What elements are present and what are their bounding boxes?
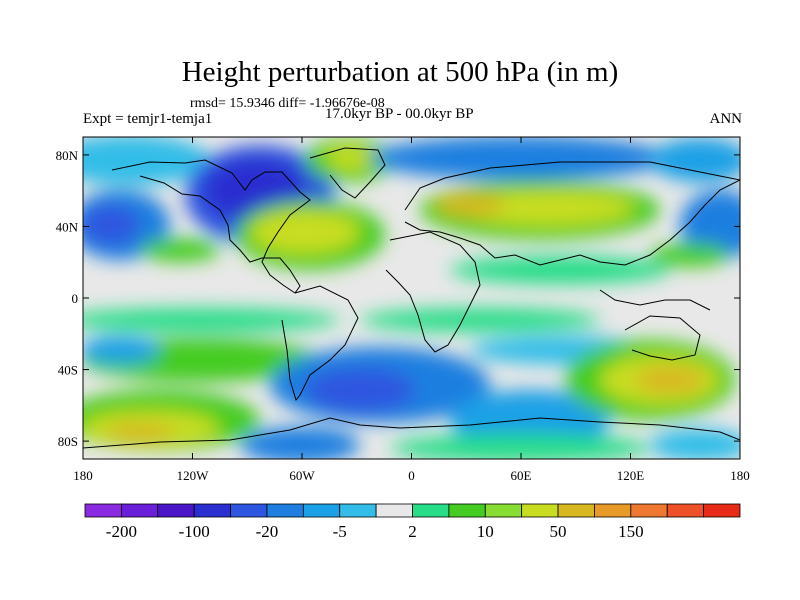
colorbar-label: -100 [179,522,210,541]
y-axis-ticks: 80N 40N 0 40S 80S [56,148,740,449]
coast-maritime-continent [599,289,711,311]
colorbar-swatch [557,503,595,518]
coast-australia [624,315,701,361]
field-blob [140,238,220,262]
colorbar-swatch [266,503,304,518]
y-tick-label: 80N [56,148,79,163]
field-blob [680,190,740,260]
colorbar-swatch [412,503,450,518]
colorbar-swatch [630,503,668,518]
field-blob [105,423,175,441]
coast-eurasia [404,161,740,266]
field-blob [83,137,210,185]
x-tick-label: 120W [177,468,210,483]
colorbar-swatch [448,503,486,518]
field-blob [450,256,670,284]
coast-africa [385,231,481,353]
y-tick-label: 0 [72,291,79,306]
field-blob [325,146,375,170]
field-blob [250,210,360,254]
coastlines [83,147,740,449]
colorbar-label: 50 [550,522,567,541]
coast-south-america [281,285,359,402]
x-tick-label: 180 [730,468,750,483]
colorbar-swatch [703,503,741,518]
field-blob [83,308,340,332]
colorbar-swatch [521,503,559,518]
coast-greenland [309,147,386,199]
colorbar-swatch [375,503,413,518]
colorbar-swatch [594,503,632,518]
x-tick-label: 120E [617,468,645,483]
map-title: Height perturbation at 500 hPa (in m) [181,56,619,88]
colorbar-swatch [339,503,377,518]
field-blob [305,368,415,412]
field-blob [650,138,740,182]
colorbar-swatch [666,503,705,518]
colorbar-swatch [157,503,195,518]
x-tick-label: 60E [511,468,532,483]
rmsd-stats: rmsd= 15.9346 diff= -1.96676e-08 [190,96,385,111]
x-tick-label: 180 [73,468,93,483]
field-blob [370,137,670,180]
colorbar-swatch [302,503,341,518]
field-blob [83,205,140,245]
field-blob [650,243,730,267]
x-tick-label: 0 [408,468,415,483]
colorbar-label: 10 [477,522,494,541]
field-blob [635,366,705,394]
colorbar-label: -5 [333,522,347,541]
season-label: ANN [709,111,743,127]
colorbar-swatch [120,503,159,518]
field-blob [360,308,600,332]
colorbar-swatch [193,503,231,518]
colorbar-label: 150 [618,522,644,541]
colorbar-label: -20 [256,522,279,541]
coast-antarctica [83,417,740,449]
y-tick-label: 40N [56,219,79,234]
field-blob [435,193,505,217]
anomaly-field [83,137,740,459]
colorbar-swatch [230,503,268,518]
field-blob [83,336,160,364]
colorbar-swatch [84,503,122,518]
y-tick-label: 80S [58,434,78,449]
y-tick-label: 40S [58,363,78,378]
colorbar-swatch [484,503,523,518]
coast-north-america [111,159,311,294]
x-axis-ticks: 180 120W 60W 0 60E 120E 180 [73,137,750,483]
x-tick-label: 60W [289,468,315,483]
field-blob [390,434,650,459]
period-label: 17.0kyr BP - 00.0kyr BP [325,106,474,122]
colorbar-label: -200 [106,522,137,541]
field-blob [650,429,740,459]
colorbar: -200 -100 -20 -5 2 10 50 150 [84,503,741,541]
colorbar-label: 2 [408,522,417,541]
field-blob [240,427,360,459]
experiment-label: Expt = temjr1-temja1 [83,111,213,127]
